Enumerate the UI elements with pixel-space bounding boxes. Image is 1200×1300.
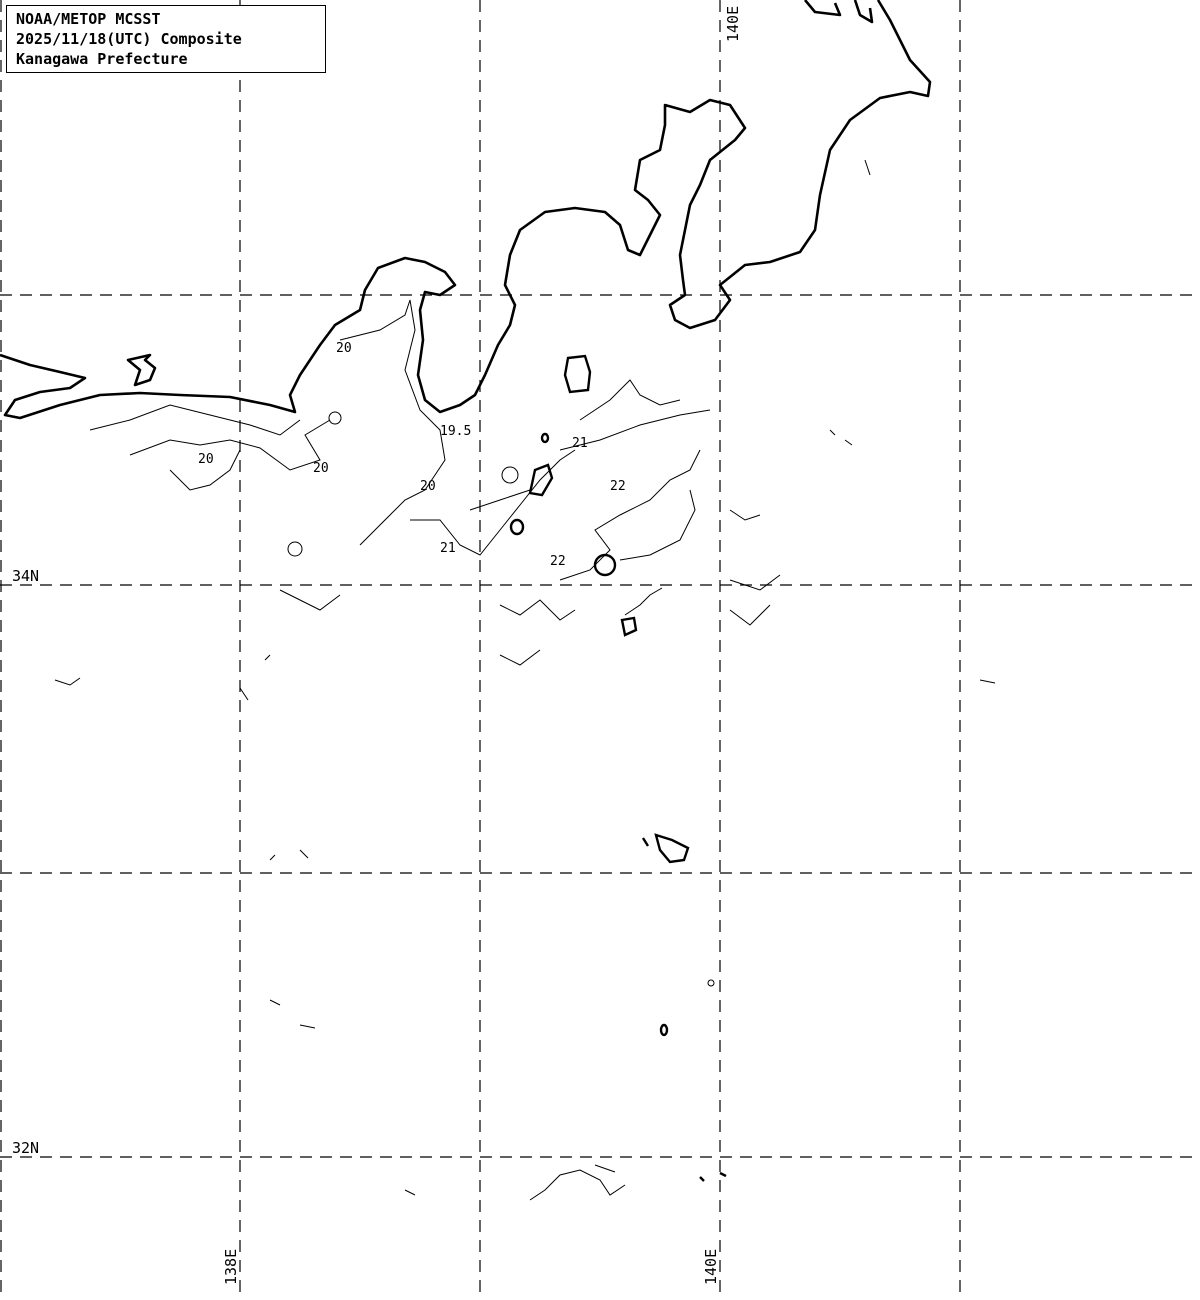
contour-label: 19.5 <box>440 424 471 439</box>
isotherm <box>499 587 663 666</box>
grid-labels: 140E 138E 140E 34N 32N <box>12 6 742 1285</box>
isotherm <box>469 409 711 511</box>
contour-label: 20 <box>420 479 436 494</box>
isotherm <box>328 411 342 425</box>
title-line-sensor: NOAA/METOP MCSST <box>16 10 161 28</box>
contour-label: 20 <box>336 341 352 356</box>
coast-boso-north <box>804 0 874 24</box>
island-miyakejima <box>620 616 638 637</box>
island-small-south <box>699 1171 727 1182</box>
isotherm <box>339 299 446 546</box>
lon-label-140E-top: 140E <box>724 6 742 42</box>
island-toshima <box>540 432 550 444</box>
island-shikinejima <box>509 518 525 536</box>
lat-label-34N: 34N <box>12 567 39 585</box>
island-aogashima <box>659 1023 669 1037</box>
isotherm <box>54 654 309 861</box>
isotherm <box>579 379 681 421</box>
lat-label-32N: 32N <box>12 1139 39 1157</box>
contour-label: 22 <box>550 554 566 569</box>
isotherm <box>287 541 303 557</box>
lon-label-140E-bottom: 140E <box>702 1249 720 1285</box>
coast-izu-north <box>126 353 157 387</box>
isotherm <box>619 489 696 561</box>
title-line-date: 2025/11/18(UTC) Composite <box>16 30 242 48</box>
island-oshima <box>563 354 592 394</box>
isotherm <box>169 449 241 491</box>
island-hachijojima <box>641 833 690 864</box>
contour-label: 20 <box>198 452 214 467</box>
sst-isotherms <box>54 159 996 1201</box>
islands <box>509 354 727 1182</box>
coast-shizuoka-west <box>0 0 932 420</box>
island-kozushima <box>593 553 617 577</box>
isotherm <box>269 159 996 1196</box>
title-box: NOAA/METOP MCSST 2025/11/18(UTC) Composi… <box>6 5 326 73</box>
title-line-region: Kanagawa Prefecture <box>16 50 188 68</box>
contour-labels: 20 20 20 20 19.5 21 21 22 22 <box>198 341 626 569</box>
contour-label: 22 <box>610 479 626 494</box>
isotherm <box>501 466 519 484</box>
coastline <box>0 0 932 420</box>
lon-label-138E-bottom: 138E <box>222 1249 240 1285</box>
contour-label: 21 <box>572 436 588 451</box>
isotherm <box>707 979 715 987</box>
isotherm <box>129 419 331 471</box>
isotherm <box>559 449 701 581</box>
contour-label: 20 <box>313 461 329 476</box>
isotherm <box>729 509 781 626</box>
contour-label: 21 <box>440 541 456 556</box>
isotherm <box>89 404 301 436</box>
isotherm <box>529 1164 626 1201</box>
island-niijima <box>528 463 554 497</box>
isotherm <box>410 449 576 556</box>
isotherm <box>279 589 576 621</box>
